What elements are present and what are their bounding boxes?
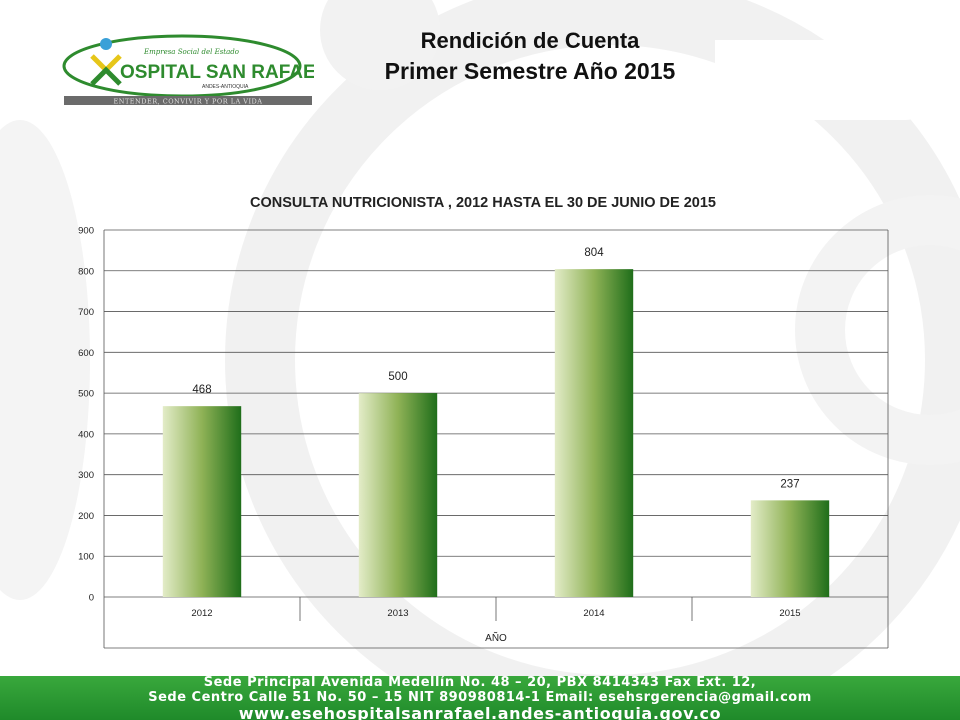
footer-address-main: Sede Principal Avenida Medellín No. 48 –… [203,676,757,690]
bar-chart: CONSULTA NUTRICIONISTA , 2012 HASTA EL 3… [78,195,889,649]
y-tick-label: 100 [78,552,94,563]
svg-text:Empresa Social del Estado: Empresa Social del Estado [143,48,239,56]
y-tick-label: 600 [78,348,94,359]
x-tick-label-2013: 2013 [387,608,408,619]
y-tick-label: 200 [78,511,94,522]
slide-title-line1: Rendición de Cuenta [420,28,640,53]
chart-title: CONSULTA NUTRICIONISTA , 2012 HASTA EL 3… [250,195,716,211]
svg-text:ANDES-ANTIOQUIA: ANDES-ANTIOQUIA [202,84,249,90]
svg-text:OSPITAL SAN RAFAEL: OSPITAL SAN RAFAEL [120,62,314,83]
data-label-2012: 468 [192,384,211,396]
footer-banner: Sede Principal Avenida Medellín No. 48 –… [0,676,960,720]
hospital-logo: Empresa Social del Estado OSPITAL SAN RA… [62,34,314,106]
data-label-2014: 804 [584,247,604,259]
x-tick-label-2012: 2012 [191,608,212,619]
x-tick-label-2014: 2014 [583,608,604,619]
x-axis-title: AÑO [485,631,507,644]
white-blot [715,40,935,120]
footer-website: www.esehospitalsanrafael.andes-antioquia… [238,704,722,720]
slide-title-line2: Primer Semestre Año 2015 [384,58,676,84]
y-tick-label: 300 [78,470,94,481]
y-tick-label: 500 [78,389,94,400]
footer-address-centro: Sede Centro Calle 51 No. 50 – 15 NIT 890… [148,690,812,705]
svg-text:ENTENDER, CONVIVIR Y POR LA VI: ENTENDER, CONVIVIR Y POR LA VIDA [114,98,263,106]
bar-2014 [554,269,634,597]
x-tick-label-2015: 2015 [779,608,800,619]
bar-2015 [750,500,830,597]
data-label-2015: 237 [780,478,799,490]
bar-2012 [162,406,242,597]
bar-2013 [358,393,438,597]
y-tick-label: 0 [89,593,94,604]
data-label-2013: 500 [388,371,407,383]
y-tick-label: 400 [78,429,94,440]
y-tick-label: 900 [78,226,94,237]
y-tick-label: 800 [78,266,94,277]
y-tick-label: 700 [78,307,94,318]
